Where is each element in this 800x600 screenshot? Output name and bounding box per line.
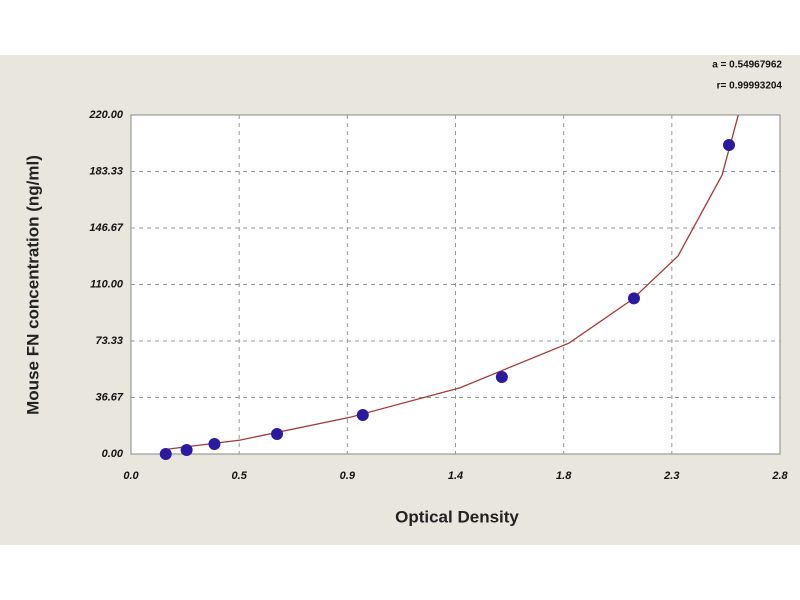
x-tick-label: 2.8 xyxy=(771,470,788,482)
y-tick-label: 73.33 xyxy=(95,335,123,347)
x-tick-label: 0.5 xyxy=(232,470,248,482)
y-tick-label: 36.67 xyxy=(95,391,123,403)
x-tick-label: 0.0 xyxy=(123,470,139,482)
y-tick-label: 220.00 xyxy=(88,109,124,121)
y-axis-label: Mouse FN concentration (ng/ml) xyxy=(23,155,42,415)
data-point xyxy=(356,409,369,422)
y-tick-label: 0.00 xyxy=(102,448,124,460)
x-tick-label: 2.3 xyxy=(663,470,679,482)
y-tick-label: 110.00 xyxy=(90,278,124,290)
data-point xyxy=(208,437,221,450)
x-axis-label: Optical Density xyxy=(395,507,519,526)
y-tick-label: 183.33 xyxy=(89,165,123,177)
y-tick-label: 146.67 xyxy=(89,222,124,234)
annotation: r= 0.99993204 xyxy=(717,81,783,92)
data-point xyxy=(159,448,172,460)
annotation: a = 0.54967962 xyxy=(712,60,782,71)
data-point xyxy=(271,427,284,440)
x-tick-label: 1.8 xyxy=(556,470,572,482)
data-point xyxy=(627,292,640,305)
data-point xyxy=(180,443,193,456)
x-tick-label: 0.9 xyxy=(340,470,356,482)
data-point xyxy=(495,370,508,383)
data-point xyxy=(723,139,736,152)
x-tick-label: 1.4 xyxy=(448,470,463,482)
